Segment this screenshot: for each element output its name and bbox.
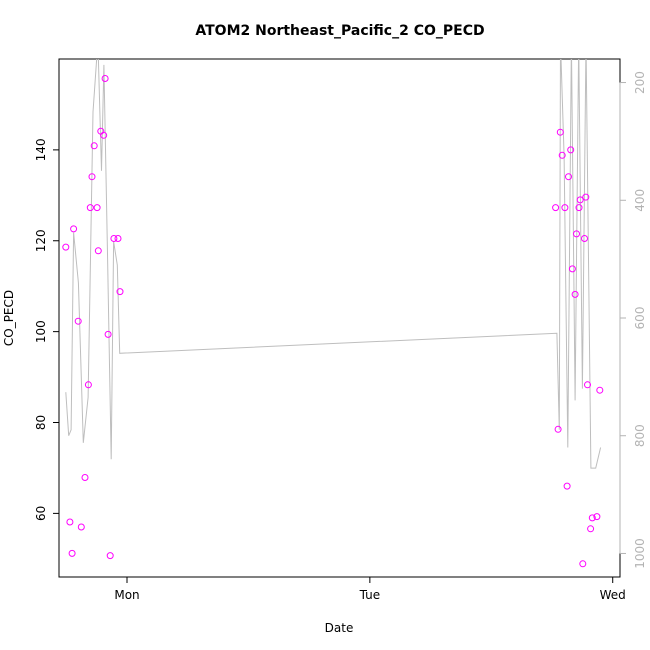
data-point xyxy=(68,549,76,557)
data-point xyxy=(587,525,595,533)
x-tick-label: Tue xyxy=(359,588,381,602)
data-point xyxy=(104,330,112,338)
plot-frame xyxy=(58,58,621,578)
data-point xyxy=(575,204,583,212)
data-point xyxy=(558,151,566,159)
data-point xyxy=(62,243,70,251)
x-tick-label: Mon xyxy=(114,588,139,602)
data-point xyxy=(74,317,82,325)
data-point xyxy=(576,196,584,204)
data-point xyxy=(561,204,569,212)
y-tick-label: 100 xyxy=(34,320,48,343)
x-axis: Mon Tue Wed xyxy=(114,577,626,602)
y-tick-label: 120 xyxy=(34,229,48,252)
point-series xyxy=(62,75,604,568)
y-axis-label: CO_PECD xyxy=(2,290,16,346)
y2-tick-label: 400 xyxy=(633,189,647,212)
y2-tick-label: 200 xyxy=(633,71,647,94)
x-axis-label: Date xyxy=(325,621,354,635)
data-point xyxy=(93,204,101,212)
y2-tick-label: 600 xyxy=(633,307,647,330)
data-point xyxy=(106,552,114,560)
y-tick-label: 140 xyxy=(34,138,48,161)
data-point xyxy=(86,204,94,212)
data-point xyxy=(84,381,92,389)
chart-title: ATOM2 Northeast_Pacific_2 CO_PECD xyxy=(195,23,484,39)
data-point xyxy=(554,425,562,433)
data-point xyxy=(101,75,109,82)
data-point xyxy=(581,235,588,242)
data-point xyxy=(90,142,98,150)
data-point xyxy=(571,290,579,298)
data-point xyxy=(70,225,78,233)
data-point xyxy=(579,560,587,568)
data-point xyxy=(88,173,96,181)
data-point xyxy=(66,518,74,526)
data-point xyxy=(565,173,572,181)
data-point xyxy=(567,146,575,154)
data-point xyxy=(81,474,89,481)
data-point xyxy=(596,386,604,394)
secondary-y-axis: 200 400 600 800 1000 xyxy=(619,71,647,569)
y-axis: 60 80 100 120 140 xyxy=(34,138,59,521)
series-line xyxy=(65,59,602,469)
x-tick-label: Wed xyxy=(600,588,626,602)
y2-tick-label: 800 xyxy=(633,424,647,447)
y-tick-label: 80 xyxy=(34,415,48,430)
data-point xyxy=(100,131,108,139)
data-point xyxy=(584,381,591,389)
data-point xyxy=(573,230,580,238)
data-point xyxy=(593,513,601,521)
y-tick-label: 60 xyxy=(34,506,48,521)
data-point xyxy=(116,288,124,296)
data-point xyxy=(552,204,560,212)
data-point xyxy=(582,193,590,201)
data-point xyxy=(110,235,118,242)
data-point xyxy=(588,514,596,522)
data-point xyxy=(556,128,564,136)
data-point xyxy=(568,265,576,273)
data-point xyxy=(77,523,85,531)
data-point xyxy=(114,235,122,242)
line-series xyxy=(65,59,602,469)
data-point xyxy=(563,482,571,490)
data-point xyxy=(94,247,102,255)
y2-tick-label: 1000 xyxy=(633,538,647,569)
